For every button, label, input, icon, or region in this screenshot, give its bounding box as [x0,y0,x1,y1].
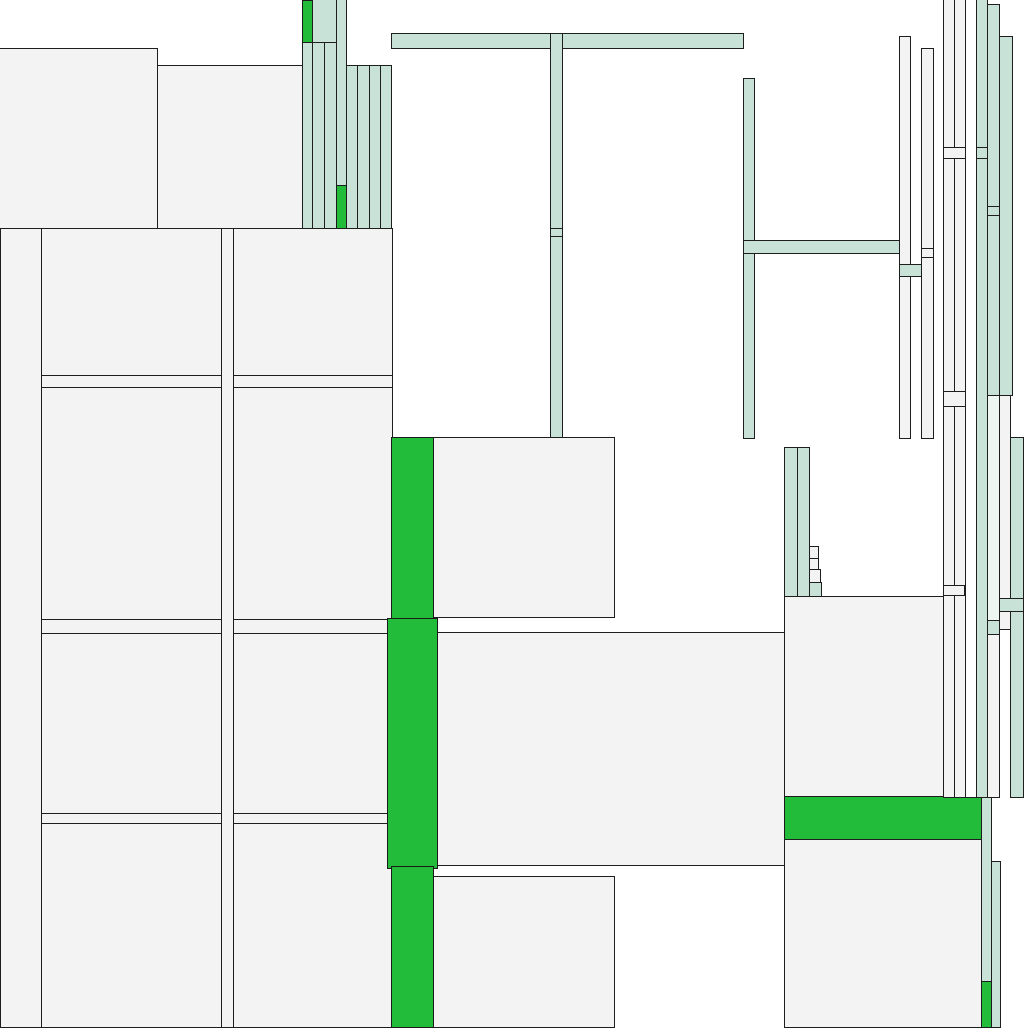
grid-cell [233,633,390,814]
tall-strip-joint [999,598,1024,612]
tall-strip-joint [943,147,967,159]
h-crossbar [743,240,900,254]
room-right-lower [784,839,982,1028]
tall-strip-joint [976,147,988,159]
tall-strip-joint [943,585,965,596]
room-center-large [433,632,786,866]
grid-separator-vertical [0,228,42,1028]
tall-strip [1010,437,1024,798]
highlight-corridor [391,866,434,1028]
tall-strip-joint [987,620,1000,635]
grid-separator [0,619,389,634]
grid-cell [233,823,393,1028]
wall-strip [784,447,798,597]
room-top-left [0,48,158,229]
wall-strip [380,65,392,229]
room-top-middle [157,65,303,229]
corridor-horizontal [391,33,744,49]
step [809,582,822,597]
grid-cell [41,633,222,814]
grid-cell [233,387,393,620]
tall-strip [987,624,1000,798]
h-right-post [921,48,934,439]
wall-strip [312,0,337,43]
h-joint [921,248,934,258]
room-center-lower [433,876,615,1028]
h-left-post [743,78,755,439]
highlight-corridor [391,437,434,620]
grid-cell [41,387,222,620]
step [809,569,821,583]
grid-cell [41,228,222,376]
highlight-corridor [387,618,438,869]
corridor-joint [550,228,563,237]
tall-strip-joint [943,391,967,407]
highlight-band [784,796,982,840]
tall-strip-joint [987,206,1000,216]
tall-strip [999,36,1013,396]
h-right-post [899,36,911,439]
grid-cell [233,228,393,376]
room-center-upper [433,437,615,618]
wall-strip [991,861,1001,1028]
grid-cell [41,823,222,1028]
room-right-upper [784,596,944,797]
h-joint [899,264,922,277]
